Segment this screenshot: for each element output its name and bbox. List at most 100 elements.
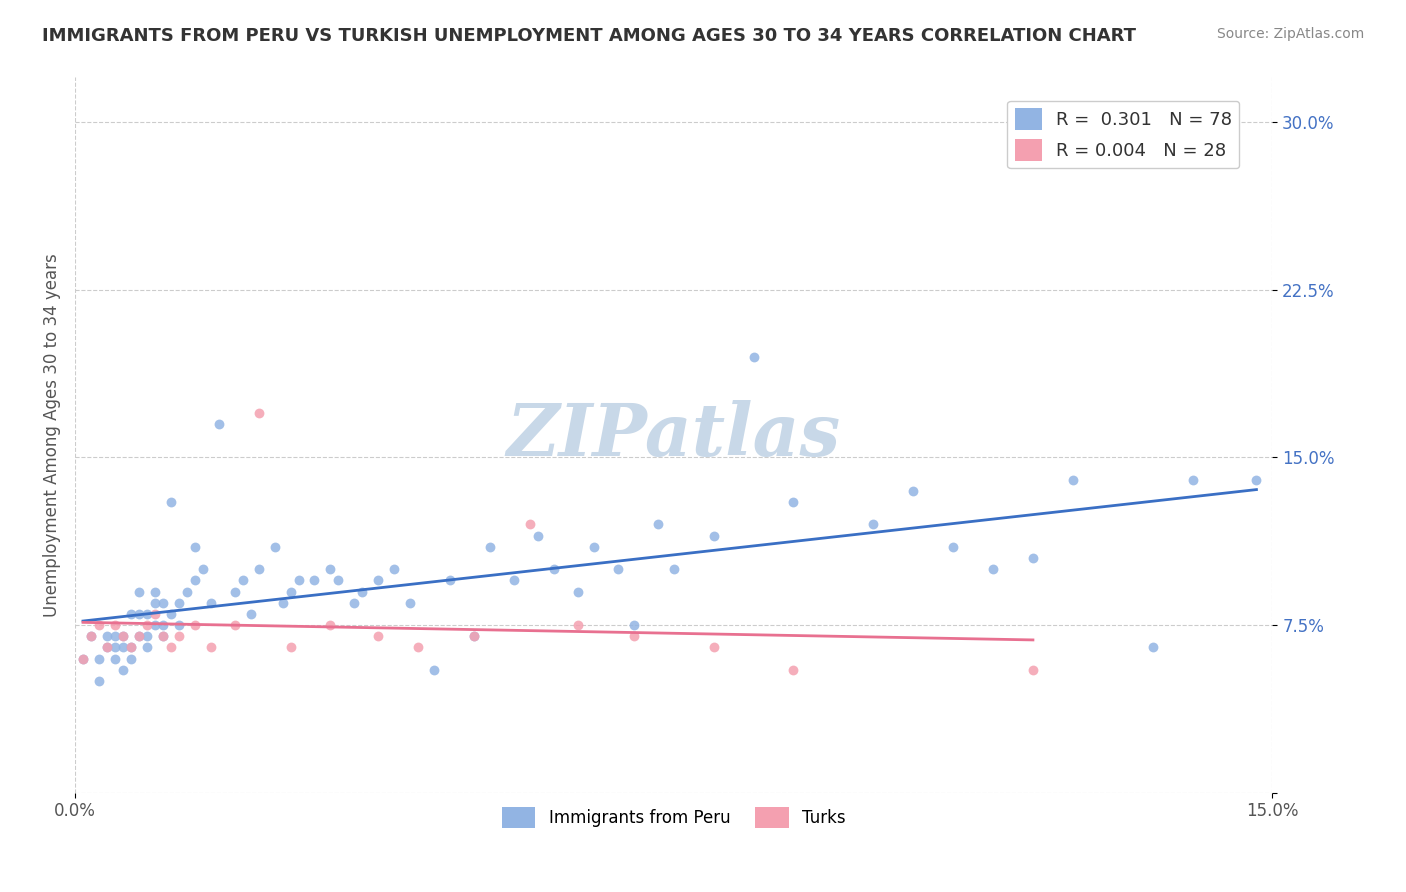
Point (399, 596, 422, 610)
Point (87, 618, 110, 632)
Point (382, 562, 405, 576)
Point (87, 651, 110, 665)
Point (80, 629, 103, 643)
Point (1022, 551, 1045, 566)
Point (280, 640, 302, 655)
Point (463, 629, 485, 643)
Point (406, 640, 429, 655)
Point (862, 517, 884, 532)
Point (343, 596, 366, 610)
Text: Source: ZipAtlas.com: Source: ZipAtlas.com (1216, 27, 1364, 41)
Point (647, 517, 669, 532)
Point (167, 629, 190, 643)
Point (423, 663, 446, 677)
Point (439, 574, 461, 588)
Point (191, 562, 214, 576)
Point (152, 618, 174, 632)
Text: IMMIGRANTS FROM PERU VS TURKISH UNEMPLOYMENT AMONG AGES 30 TO 34 YEARS CORRELATI: IMMIGRANTS FROM PERU VS TURKISH UNEMPLOY… (42, 27, 1136, 45)
Point (143, 596, 166, 610)
Point (742, 350, 765, 364)
Point (143, 618, 166, 632)
Point (104, 618, 127, 632)
Legend: Immigrants from Peru, Turks: Immigrants from Peru, Turks (495, 801, 852, 834)
Point (981, 562, 1004, 576)
Point (200, 596, 222, 610)
Point (247, 562, 270, 576)
Point (224, 584, 246, 599)
Point (167, 596, 190, 610)
Point (328, 574, 350, 588)
Point (367, 629, 389, 643)
Point (606, 562, 628, 576)
Point (263, 540, 285, 554)
Point (623, 618, 645, 632)
Point (1181, 473, 1204, 487)
Point (152, 629, 174, 643)
Point (128, 607, 150, 621)
Point (367, 574, 389, 588)
Point (901, 483, 924, 498)
Point (319, 618, 342, 632)
Point (96, 640, 118, 655)
Point (184, 574, 207, 588)
Point (527, 528, 550, 542)
Point (135, 607, 157, 621)
Point (152, 629, 174, 643)
Point (120, 651, 142, 665)
Point (247, 406, 270, 420)
Point (782, 663, 804, 677)
Point (135, 640, 157, 655)
Point (287, 574, 309, 588)
Point (111, 663, 134, 677)
Point (104, 651, 127, 665)
Point (352, 584, 374, 599)
Point (271, 596, 294, 610)
Point (703, 528, 725, 542)
Point (104, 629, 127, 643)
Point (184, 540, 207, 554)
Point (1062, 473, 1084, 487)
Point (782, 495, 804, 509)
Point (143, 607, 166, 621)
Point (135, 618, 157, 632)
Point (567, 584, 589, 599)
Point (135, 629, 157, 643)
Point (200, 640, 222, 655)
Point (128, 584, 150, 599)
Point (503, 574, 526, 588)
Text: ZIPatlas: ZIPatlas (506, 400, 841, 471)
Point (72, 651, 94, 665)
Point (143, 584, 166, 599)
Point (120, 640, 142, 655)
Point (128, 629, 150, 643)
Point (208, 417, 231, 431)
Point (104, 640, 127, 655)
Point (111, 629, 134, 643)
Point (72, 651, 94, 665)
Point (239, 607, 262, 621)
Point (543, 562, 565, 576)
Point (1142, 640, 1164, 655)
Point (703, 640, 725, 655)
Point (623, 629, 645, 643)
Point (111, 629, 134, 643)
Point (479, 540, 502, 554)
Point (1022, 663, 1045, 677)
Point (120, 607, 142, 621)
Point (111, 640, 134, 655)
Point (120, 640, 142, 655)
Point (463, 629, 485, 643)
Point (232, 574, 254, 588)
Point (582, 540, 605, 554)
Point (96, 629, 118, 643)
Point (280, 584, 302, 599)
Point (567, 618, 589, 632)
Point (184, 618, 207, 632)
Point (1246, 473, 1268, 487)
Point (152, 596, 174, 610)
Point (662, 562, 685, 576)
Point (167, 618, 190, 632)
Point (159, 607, 181, 621)
Point (224, 618, 246, 632)
Point (87, 673, 110, 688)
